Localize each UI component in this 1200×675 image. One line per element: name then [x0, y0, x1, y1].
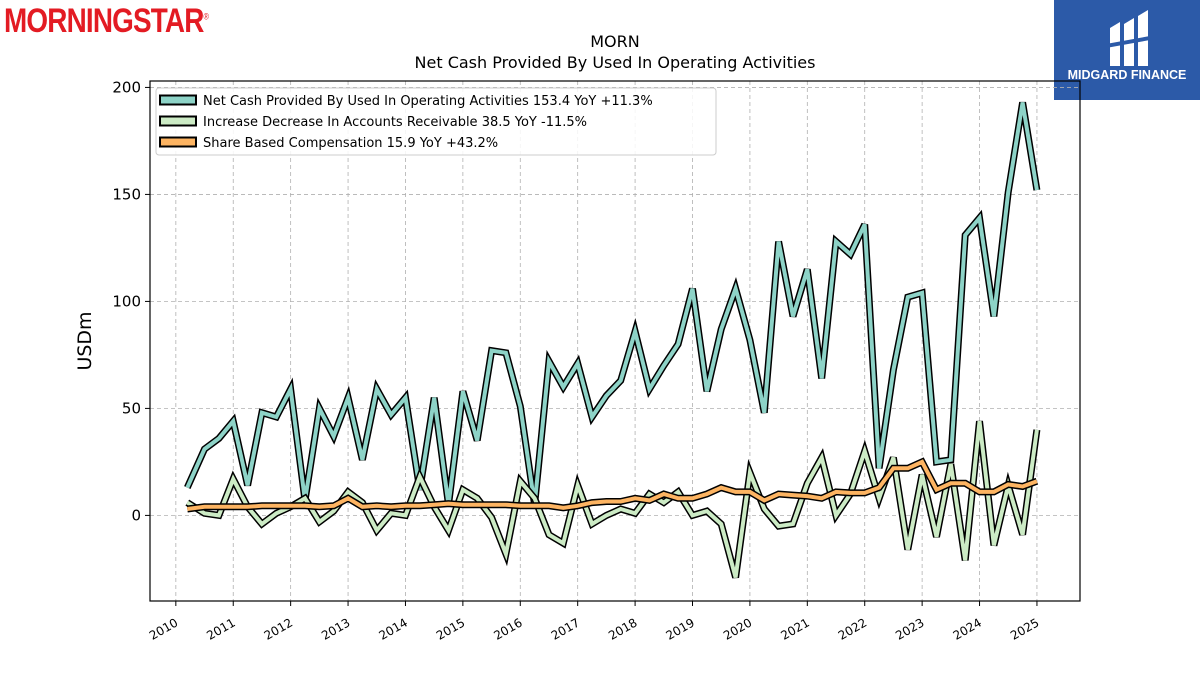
x-tick-label: 2024: [951, 615, 984, 642]
y-tick-label: 150: [112, 185, 141, 203]
chart-subtitle: Net Cash Provided By Used In Operating A…: [415, 53, 816, 72]
x-tick-label: 2021: [778, 615, 811, 642]
morningstar-logo-text: MORNINGSTAR: [4, 2, 204, 40]
x-tick-label: 2011: [204, 615, 237, 642]
x-tick-label: 2022: [836, 615, 869, 642]
y-tick-label: 100: [112, 292, 141, 310]
legend-swatch: [159, 115, 197, 127]
series-3: [186, 457, 1039, 513]
y-tick-label: 50: [122, 399, 141, 417]
y-tick-label: 0: [131, 506, 141, 524]
y-axis-label: USDm: [74, 311, 96, 370]
legend-label: Net Cash Provided By Used In Operating A…: [203, 94, 653, 109]
morningstar-logo: MORNINGSTAR®: [4, 2, 209, 41]
x-tick-label: 2018: [606, 615, 639, 642]
x-tick-label: 2023: [893, 615, 926, 642]
x-tick-label: 2012: [262, 615, 295, 642]
x-tick-label: 2013: [319, 615, 352, 642]
legend-label: Increase Decrease In Accounts Receivable…: [203, 115, 587, 130]
plot-frame: [149, 80, 1081, 602]
legend-swatch: [159, 136, 197, 148]
x-tick-label: 2025: [1008, 615, 1041, 642]
x-tick-label: 2017: [549, 615, 582, 642]
series-2-line: [186, 420, 1039, 579]
badge-text: MIDGARD FINANCE: [1067, 68, 1187, 82]
midgard-logo-icon: [1106, 10, 1150, 66]
y-tick-label: 200: [112, 78, 141, 96]
series-3-line: [187, 459, 1038, 511]
legend-box: [155, 87, 717, 156]
series-1: [184, 101, 1041, 506]
series-2: [185, 420, 1041, 579]
legend-label: Share Based Compensation 15.9 YoY +43.2%: [203, 136, 498, 151]
registered-mark: ®: [203, 11, 209, 22]
legend-swatch: [159, 94, 197, 106]
midgard-finance-badge: MIDGARD FINANCE: [1054, 0, 1200, 100]
chart-title: MORN: [590, 32, 639, 51]
x-tick-label: 2015: [434, 615, 467, 642]
series-layer: [184, 101, 1041, 579]
series-1-line: [185, 102, 1039, 505]
x-tick-label: 2014: [377, 615, 410, 642]
x-tick-label: 2016: [491, 615, 524, 642]
x-tick-label: 2010: [147, 615, 180, 642]
x-tick-label: 2020: [721, 615, 754, 642]
x-tick-label: 2019: [664, 615, 697, 642]
legend: Net Cash Provided By Used In Operating A…: [155, 87, 717, 156]
